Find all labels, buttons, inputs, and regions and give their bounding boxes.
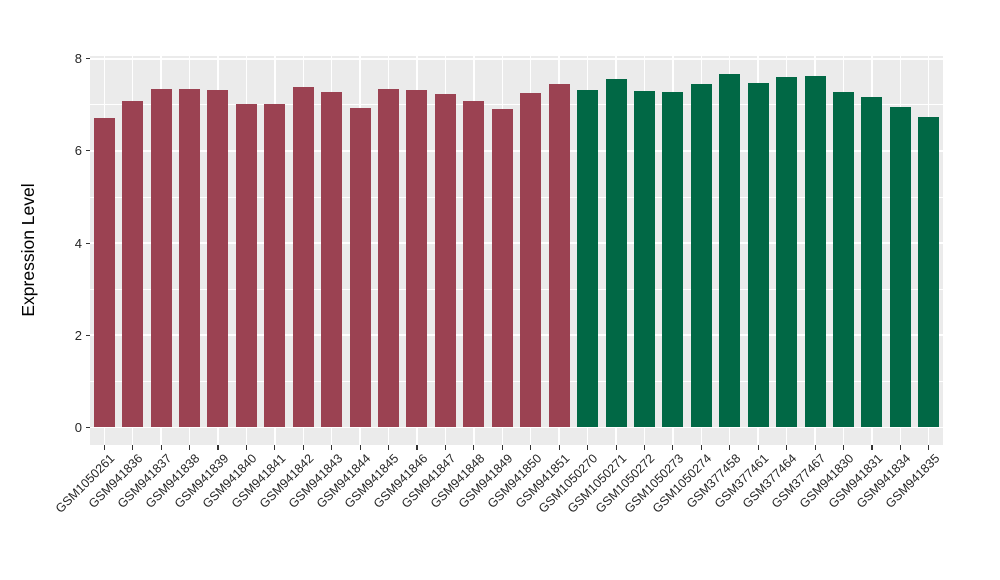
x-tick: [160, 445, 162, 450]
x-tick: [643, 445, 646, 450]
y-tick: [85, 58, 90, 60]
bar-GSM941839: [207, 89, 229, 428]
gridline-major: [90, 150, 943, 152]
gridline-major: [90, 242, 943, 244]
gridline-minor: [90, 196, 943, 198]
bar-GSM941830: [832, 91, 854, 428]
bar-GSM941840: [235, 104, 257, 428]
bar-GSM377461: [747, 82, 769, 428]
bar-GSM941841: [264, 104, 286, 428]
y-tick: [85, 334, 90, 336]
gridline-minor: [90, 380, 943, 382]
x-tick: [729, 445, 731, 450]
bar-GSM1050270: [577, 90, 599, 428]
x-tick: [928, 445, 930, 450]
x-tick: [501, 445, 503, 450]
x-tick: [331, 445, 333, 450]
bar-GSM941837: [150, 88, 172, 428]
x-tick: [871, 445, 873, 450]
bar-GSM941843: [321, 92, 343, 428]
x-tick: [245, 445, 247, 450]
plot-panel: [90, 56, 943, 445]
x-tick: [672, 445, 674, 450]
x-tick: [530, 445, 532, 450]
x-tick: [786, 445, 788, 450]
gridline-minor: [90, 104, 943, 106]
bar-GSM941846: [406, 89, 428, 428]
x-tick: [473, 445, 475, 450]
y-tick: [85, 426, 90, 428]
bar-GSM377464: [776, 77, 798, 428]
bar-GSM941836: [122, 101, 144, 428]
y-tick-label: 8: [74, 51, 82, 67]
x-tick: [899, 445, 901, 450]
x-tick: [615, 445, 617, 450]
bar-GSM1050274: [690, 84, 712, 428]
bar-GSM941847: [434, 94, 456, 428]
x-tick: [217, 445, 219, 450]
bar-GSM941835: [918, 117, 940, 428]
gridline-major: [90, 426, 943, 429]
y-axis-title: Expression Level: [18, 183, 38, 317]
y-tick: [85, 242, 90, 244]
x-tick: [700, 445, 702, 450]
bar-GSM941831: [861, 96, 883, 428]
bar-GSM1050271: [605, 79, 627, 428]
y-tick-label: 4: [74, 235, 82, 251]
bar-GSM941842: [292, 86, 314, 428]
x-tick: [558, 445, 560, 450]
y-tick-label: 6: [74, 143, 82, 159]
bar-GSM941849: [491, 108, 513, 428]
bar-GSM941834: [889, 107, 911, 428]
gridline-major: [90, 334, 943, 336]
bar-GSM941845: [378, 88, 400, 428]
x-tick: [359, 445, 361, 450]
bar-GSM941844: [349, 108, 371, 428]
x-tick: [842, 445, 845, 450]
x-tick: [444, 445, 446, 450]
bar-GSM941851: [548, 84, 570, 428]
bar-GSM941848: [463, 101, 485, 428]
y-tick-label: 2: [74, 327, 82, 343]
bar-GSM1050273: [662, 91, 684, 428]
x-tick: [274, 445, 276, 450]
bar-GSM1050261: [93, 117, 115, 428]
x-tick: [757, 445, 759, 450]
x-tick: [416, 445, 418, 450]
gridline-major: [90, 58, 943, 60]
gridline-minor: [90, 288, 943, 290]
y-tick-label: 0: [74, 419, 82, 435]
x-tick: [388, 445, 390, 450]
x-tick: [814, 445, 816, 450]
bar-GSM941838: [179, 88, 201, 428]
x-tick: [587, 445, 589, 450]
x-tick: [103, 445, 105, 450]
x-tick: [302, 445, 304, 450]
bar-GSM377458: [719, 73, 741, 428]
bar-GSM377467: [804, 76, 826, 428]
bar-GSM941850: [520, 93, 542, 428]
x-tick: [189, 445, 191, 450]
x-tick: [132, 445, 134, 450]
bar-GSM1050272: [633, 91, 655, 428]
y-tick: [85, 150, 90, 152]
